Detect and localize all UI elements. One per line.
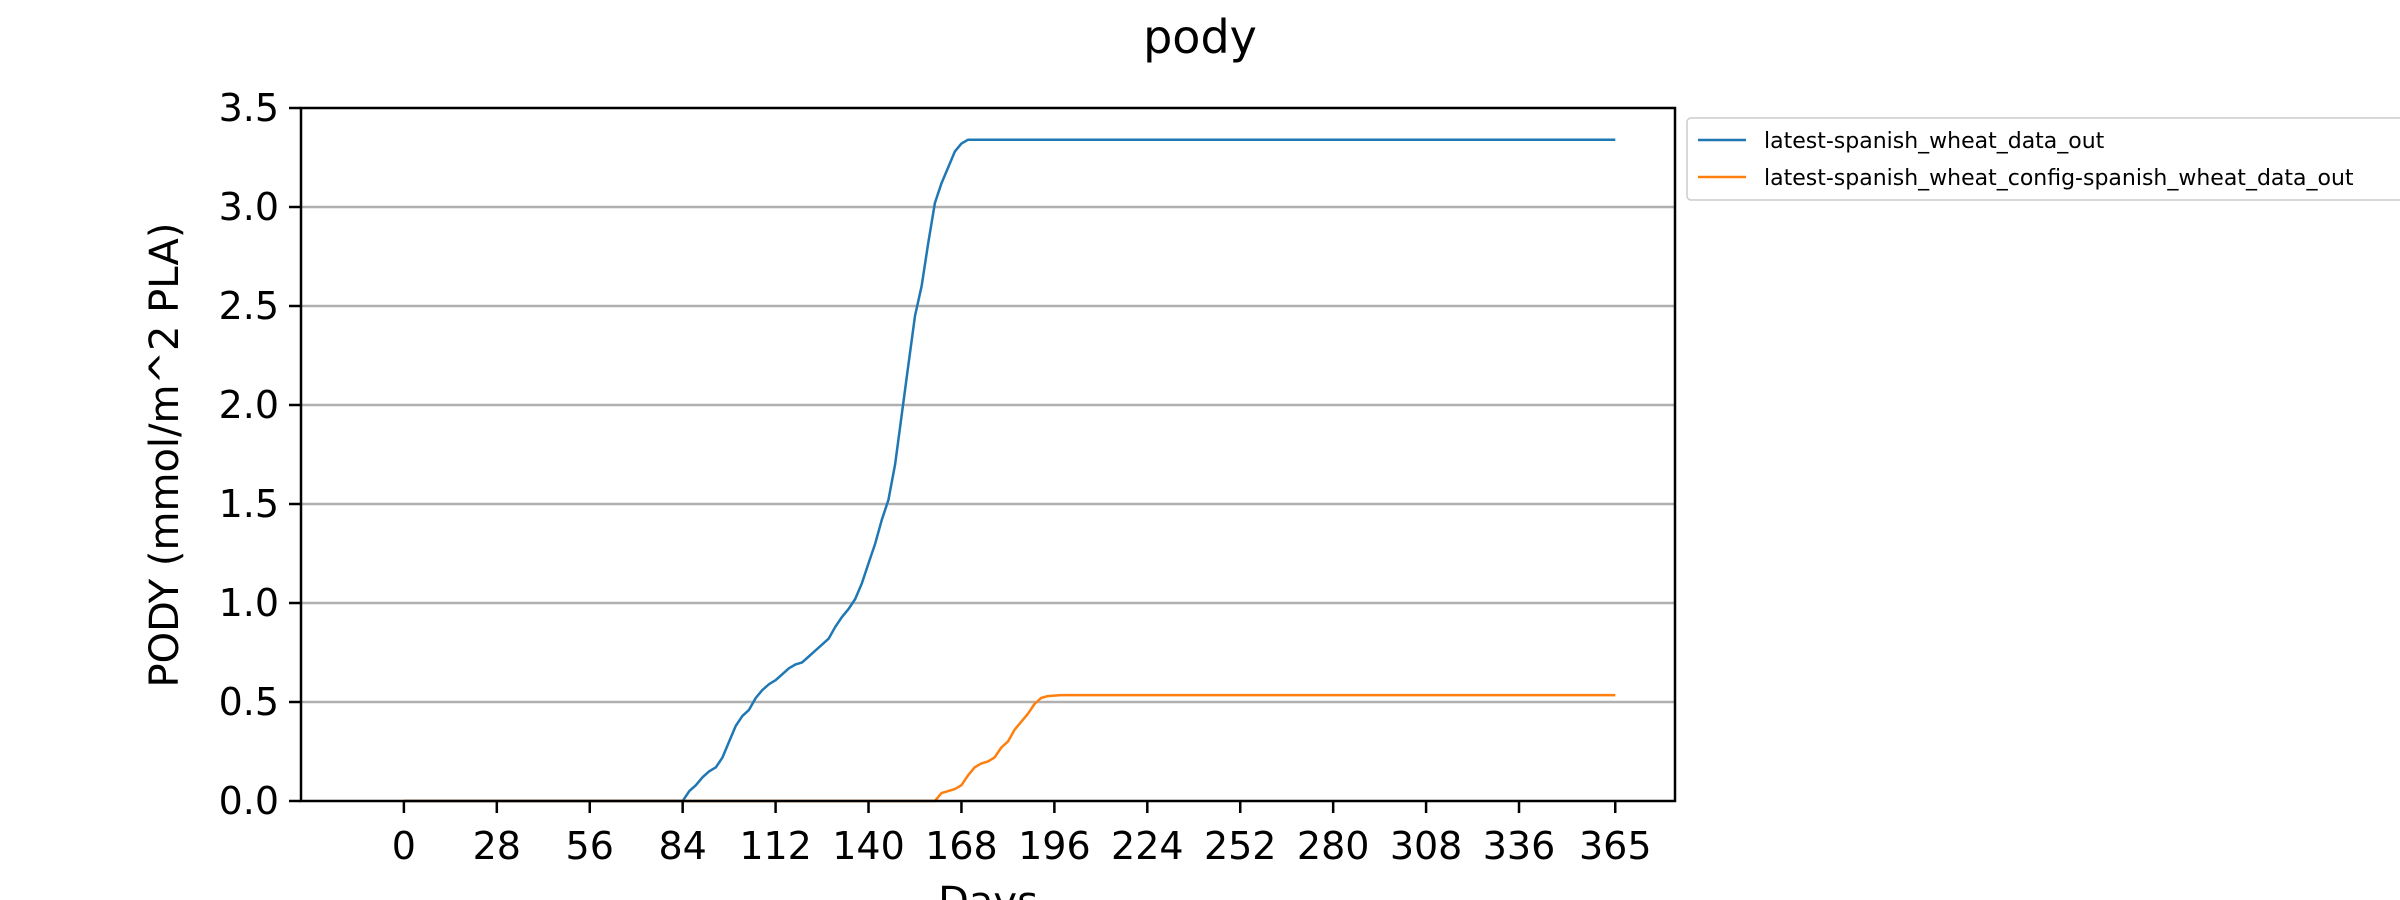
y-tick-label: 3.0 bbox=[219, 185, 279, 229]
x-axis-label: Days bbox=[938, 879, 1038, 900]
x-tick-label: 280 bbox=[1297, 824, 1370, 868]
x-tick-label: 84 bbox=[658, 824, 706, 868]
x-tick-label: 252 bbox=[1204, 824, 1277, 868]
grid-lines bbox=[301, 205, 1675, 704]
plot-area-frame bbox=[299, 106, 1677, 803]
y-tick-label: 1.5 bbox=[219, 482, 279, 526]
x-tick-label: 196 bbox=[1018, 824, 1091, 868]
y-axis-label: PODY (mmol/m^2 PLA) bbox=[142, 223, 188, 688]
series-line bbox=[403, 693, 1616, 803]
y-tick-label: 1.0 bbox=[219, 581, 279, 625]
x-tick-label: 224 bbox=[1111, 824, 1184, 868]
x-tick-label: 308 bbox=[1390, 824, 1463, 868]
x-tick-label: 168 bbox=[925, 824, 998, 868]
x-axis-ticks: 0 28 56 84 112 140 168 196 224 252 280 308 336 365 bbox=[392, 801, 1652, 868]
x-tick-label: 365 bbox=[1579, 824, 1652, 868]
y-axis-ticks: 0.0 0.5 1.0 1.5 2.0 2.5 3.0 3.5 bbox=[219, 86, 301, 823]
x-tick-label: 28 bbox=[473, 824, 521, 868]
series-lines bbox=[403, 138, 1616, 803]
legend-frame bbox=[1686, 117, 2400, 201]
x-tick-label: 0 bbox=[392, 824, 416, 868]
x-tick-label: 140 bbox=[832, 824, 905, 868]
x-tick-label: 336 bbox=[1483, 824, 1556, 868]
legend: latest-spanish_wheat_data_out latest-spa… bbox=[1686, 117, 2400, 201]
legend-label: latest-spanish_wheat_data_out bbox=[1764, 129, 2105, 154]
y-tick-label: 0.0 bbox=[219, 779, 279, 823]
y-tick-label: 0.5 bbox=[219, 680, 279, 724]
series-line bbox=[403, 138, 1616, 803]
x-tick-label: 56 bbox=[566, 824, 614, 868]
y-tick-label: 3.5 bbox=[219, 86, 279, 130]
y-tick-label: 2.5 bbox=[219, 284, 279, 328]
legend-label: latest-spanish_wheat_config-spanish_whea… bbox=[1764, 166, 2354, 191]
chart-title: pody bbox=[1143, 10, 1257, 64]
y-tick-label: 2.0 bbox=[219, 383, 279, 427]
x-tick-label: 112 bbox=[739, 824, 812, 868]
